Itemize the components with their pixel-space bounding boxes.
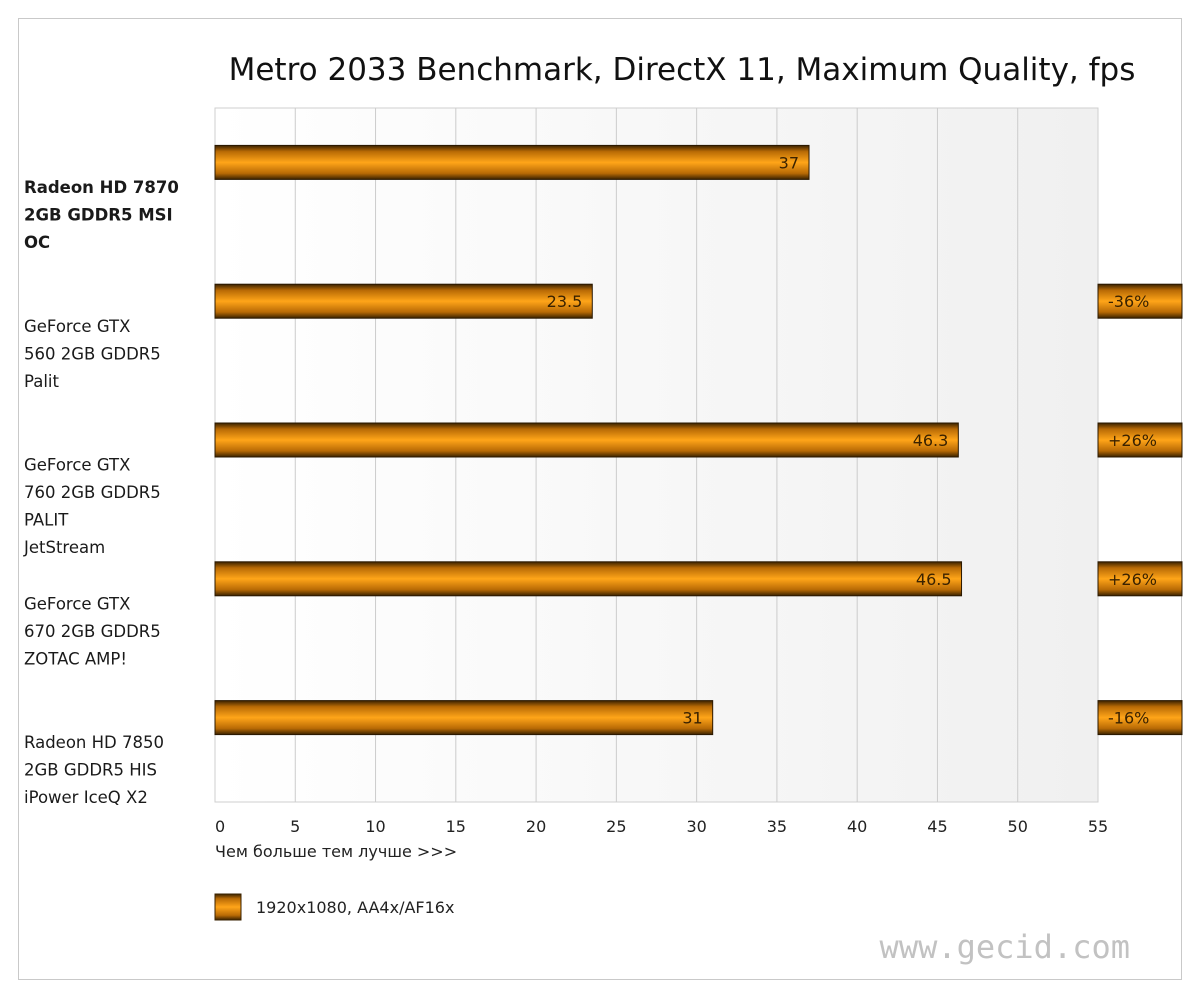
delta-label: -36% xyxy=(1108,292,1149,311)
bar xyxy=(214,144,810,180)
x-tick-label: 0 xyxy=(215,817,225,836)
legend-swatch xyxy=(214,893,242,921)
x-tick-label: 45 xyxy=(927,817,947,836)
x-tick-label: 30 xyxy=(686,817,706,836)
bars: 37 23.5 46.3 46.5 31 xyxy=(214,144,963,736)
bar-value-label: 31 xyxy=(682,709,702,728)
delta-badge xyxy=(1097,283,1183,319)
category-label-line: 2GB GDDR5 HIS xyxy=(24,761,157,780)
delta-badge xyxy=(1097,700,1183,736)
x-tick-label: 15 xyxy=(446,817,466,836)
x-tick-label: 25 xyxy=(606,817,626,836)
category-labels: Radeon HD 7870 2GB GDDR5 MSI OC GeForce GTX… xyxy=(23,178,179,807)
x-tick-label: 55 xyxy=(1088,817,1108,836)
x-tick-label: 35 xyxy=(767,817,787,836)
delta-label: -16% xyxy=(1108,709,1149,728)
category-label-line: PALIT xyxy=(24,511,69,530)
category-label-line: Radeon HD 7870 xyxy=(24,178,179,197)
category-label-line: GeForce GTX xyxy=(24,317,130,336)
category-label-line: Palit xyxy=(24,372,59,391)
x-tick-label: 5 xyxy=(290,817,300,836)
delta-label: +26% xyxy=(1108,431,1157,450)
category-label-line: ZOTAC AMP! xyxy=(24,649,127,668)
bar xyxy=(214,422,959,458)
bar xyxy=(214,561,963,597)
x-tick-label: 10 xyxy=(365,817,385,836)
category-label-line: 2GB GDDR5 MSI xyxy=(24,206,173,225)
x-tick-label: 50 xyxy=(1008,817,1028,836)
category-label-line: JetStream xyxy=(23,538,105,557)
category-label-line: 560 2GB GDDR5 xyxy=(24,344,161,363)
delta-label: +26% xyxy=(1108,570,1157,589)
watermark: www.gecid.com xyxy=(880,928,1130,966)
category-label-line: Radeon HD 7850 xyxy=(24,733,164,752)
category-label-line: 760 2GB GDDR5 xyxy=(24,483,161,502)
delta-badge xyxy=(1097,561,1183,597)
bar xyxy=(214,283,593,319)
category-label-line: GeForce GTX xyxy=(24,456,130,475)
delta-badge xyxy=(1097,422,1183,458)
x-tick-label: 40 xyxy=(847,817,867,836)
x-axis-ticks: 0 5 10 15 20 25 30 35 40 45 50 55 xyxy=(215,817,1108,836)
legend-label: 1920x1080, AA4x/AF16x xyxy=(256,898,454,917)
category-label-line: OC xyxy=(24,233,50,252)
bar-value-label: 46.5 xyxy=(916,570,952,589)
category-label-line: GeForce GTX xyxy=(24,594,130,613)
category-label-line: 670 2GB GDDR5 xyxy=(24,622,161,641)
delta-badges: -36% +26% +26% -16% xyxy=(1097,283,1183,736)
x-axis-label: Чем больше тем лучше >>> xyxy=(215,842,457,861)
bar xyxy=(214,700,714,736)
x-tick-label: 20 xyxy=(526,817,546,836)
bar-value-label: 37 xyxy=(779,153,799,172)
bar-value-label: 46.3 xyxy=(913,431,949,450)
category-label-line: iPower IceQ X2 xyxy=(24,788,148,807)
bar-value-label: 23.5 xyxy=(547,292,583,311)
chart-title: Metro 2033 Benchmark, DirectX 11, Maximu… xyxy=(229,52,1136,88)
